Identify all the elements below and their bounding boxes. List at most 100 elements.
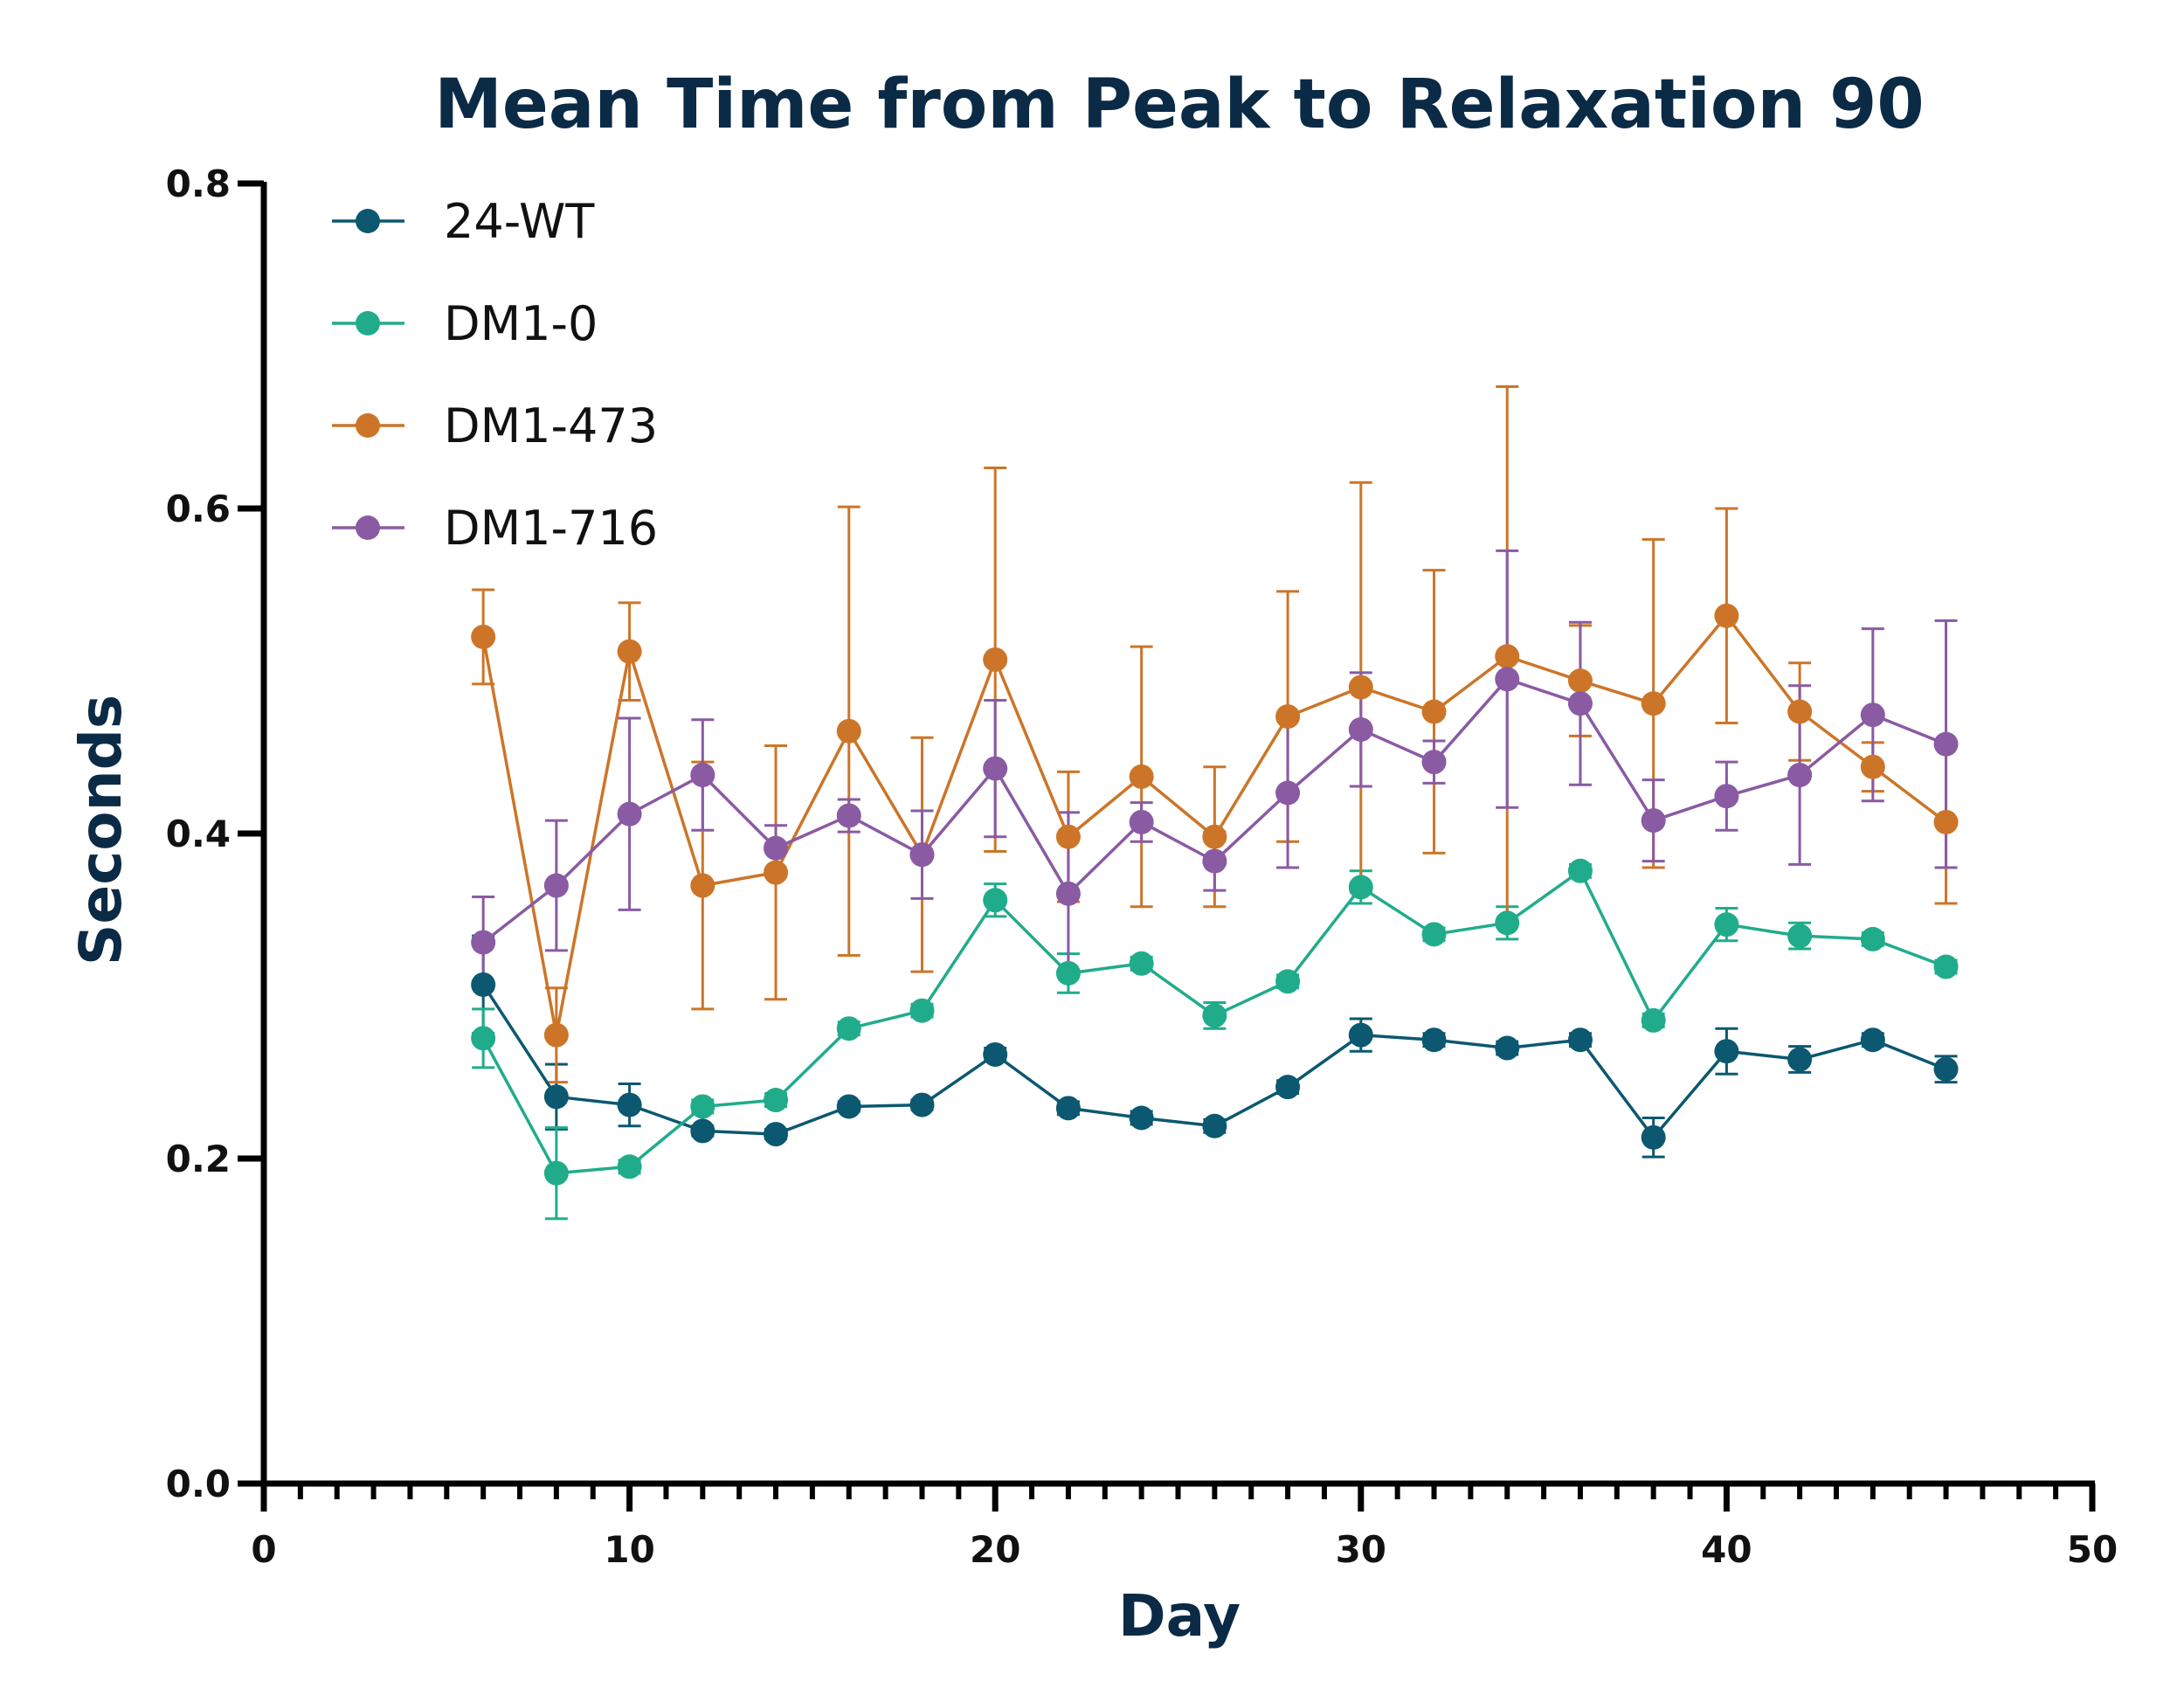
data-point-24-wt xyxy=(1714,1039,1739,1064)
data-point-dm1-716 xyxy=(617,801,642,827)
data-point-dm1-473 xyxy=(1714,603,1739,628)
series-points xyxy=(471,603,1959,1186)
data-point-24-wt xyxy=(690,1118,715,1144)
data-point-24-wt xyxy=(1129,1105,1154,1131)
data-point-24-wt xyxy=(836,1094,861,1119)
data-point-dm1-0 xyxy=(983,888,1008,913)
data-point-24-wt xyxy=(1348,1022,1373,1048)
legend-item-dm1-0: DM1-0 xyxy=(332,296,598,351)
data-point-24-wt xyxy=(1860,1027,1885,1053)
data-point-24-wt xyxy=(617,1092,642,1117)
data-point-dm1-473 xyxy=(617,639,642,664)
data-point-dm1-0 xyxy=(1860,926,1885,951)
legend-item-dm1-716: DM1-716 xyxy=(332,501,658,556)
data-point-dm1-473 xyxy=(1202,824,1227,849)
x-axis-title: Day xyxy=(1118,1582,1241,1650)
data-point-dm1-473 xyxy=(1495,644,1520,669)
legend-marker xyxy=(356,515,380,540)
data-point-dm1-0 xyxy=(909,998,935,1023)
legend-item-24-wt: 24-WT xyxy=(332,194,595,249)
data-point-dm1-716 xyxy=(983,756,1008,781)
legend-label: DM1-716 xyxy=(444,501,658,556)
data-point-24-wt xyxy=(1495,1035,1520,1061)
y-tick-label: 0.2 xyxy=(166,1138,231,1180)
data-point-dm1-0 xyxy=(471,1026,496,1051)
data-point-dm1-0 xyxy=(690,1094,715,1119)
data-point-24-wt xyxy=(1421,1027,1447,1053)
data-point-24-wt xyxy=(471,972,496,997)
data-point-dm1-716 xyxy=(1348,716,1373,742)
data-point-dm1-473 xyxy=(1129,764,1154,789)
data-point-dm1-0 xyxy=(1129,951,1154,976)
data-point-dm1-716 xyxy=(1421,750,1447,775)
data-point-dm1-0 xyxy=(836,1016,861,1041)
data-point-dm1-473 xyxy=(1641,691,1666,716)
data-point-24-wt xyxy=(543,1084,569,1110)
data-point-dm1-473 xyxy=(690,873,715,898)
data-point-dm1-0 xyxy=(617,1154,642,1180)
y-tick-label: 0.6 xyxy=(166,488,231,530)
data-point-24-wt xyxy=(1641,1124,1666,1150)
data-point-dm1-716 xyxy=(1641,808,1666,834)
data-point-dm1-716 xyxy=(690,763,715,788)
data-point-dm1-473 xyxy=(1567,668,1593,694)
data-point-24-wt xyxy=(764,1122,789,1147)
data-point-dm1-0 xyxy=(1933,954,1959,979)
data-point-24-wt xyxy=(1787,1047,1813,1072)
data-point-dm1-473 xyxy=(764,860,789,885)
data-point-dm1-473 xyxy=(1348,675,1373,700)
data-point-dm1-473 xyxy=(471,624,496,649)
legend-marker xyxy=(356,209,380,233)
data-point-dm1-716 xyxy=(1860,702,1885,728)
data-point-dm1-716 xyxy=(836,803,861,828)
x-tick-label: 50 xyxy=(2067,1528,2118,1571)
data-point-dm1-716 xyxy=(1275,780,1301,806)
data-point-dm1-473 xyxy=(1275,704,1301,730)
data-point-dm1-716 xyxy=(543,873,569,898)
data-point-dm1-716 xyxy=(1933,731,1959,757)
legend-marker xyxy=(356,311,380,336)
x-tick-label: 40 xyxy=(1701,1528,1752,1571)
data-point-dm1-0 xyxy=(1275,969,1301,994)
data-point-24-wt xyxy=(1567,1027,1593,1053)
legend-label: DM1-473 xyxy=(444,398,658,453)
data-point-dm1-0 xyxy=(1714,912,1739,937)
x-tick-label: 30 xyxy=(1336,1528,1386,1571)
data-point-dm1-716 xyxy=(909,842,935,868)
legend-marker xyxy=(356,413,380,438)
data-point-dm1-0 xyxy=(1421,922,1447,947)
data-point-dm1-473 xyxy=(543,1022,569,1048)
data-point-dm1-473 xyxy=(1933,809,1959,834)
data-point-dm1-0 xyxy=(764,1088,789,1113)
data-point-dm1-0 xyxy=(1641,1007,1666,1033)
y-tick-label: 0.4 xyxy=(166,813,231,855)
legend-label: 24-WT xyxy=(444,194,595,249)
data-point-dm1-716 xyxy=(764,835,789,861)
chart-title: Mean Time from Peak to Relaxation 90 xyxy=(434,66,1924,144)
x-tick-label: 10 xyxy=(604,1528,654,1571)
data-point-24-wt xyxy=(1055,1096,1081,1121)
data-point-dm1-0 xyxy=(1495,910,1520,936)
data-point-dm1-0 xyxy=(1787,924,1813,949)
data-point-dm1-0 xyxy=(543,1160,569,1186)
data-point-24-wt xyxy=(1275,1075,1301,1100)
data-point-24-wt xyxy=(983,1041,1008,1067)
data-point-dm1-716 xyxy=(1055,881,1081,906)
data-point-dm1-473 xyxy=(1421,699,1447,724)
data-point-dm1-716 xyxy=(1495,667,1520,692)
data-point-dm1-716 xyxy=(1714,784,1739,809)
data-point-dm1-473 xyxy=(836,718,861,744)
data-point-dm1-473 xyxy=(983,647,1008,672)
y-tick-label: 0.8 xyxy=(166,163,231,205)
data-point-dm1-473 xyxy=(1055,824,1081,849)
data-point-24-wt xyxy=(909,1092,935,1117)
data-point-dm1-716 xyxy=(1567,691,1593,716)
legend-item-dm1-473: DM1-473 xyxy=(332,398,658,453)
legend: 24-WT DM1-0 DM1-473 DM1-716 xyxy=(332,194,658,556)
data-point-dm1-0 xyxy=(1567,858,1593,883)
x-tick-label: 0 xyxy=(251,1528,276,1571)
data-point-dm1-716 xyxy=(1129,809,1154,834)
data-point-24-wt xyxy=(1202,1113,1227,1138)
y-tick-label: 0.0 xyxy=(166,1463,231,1505)
